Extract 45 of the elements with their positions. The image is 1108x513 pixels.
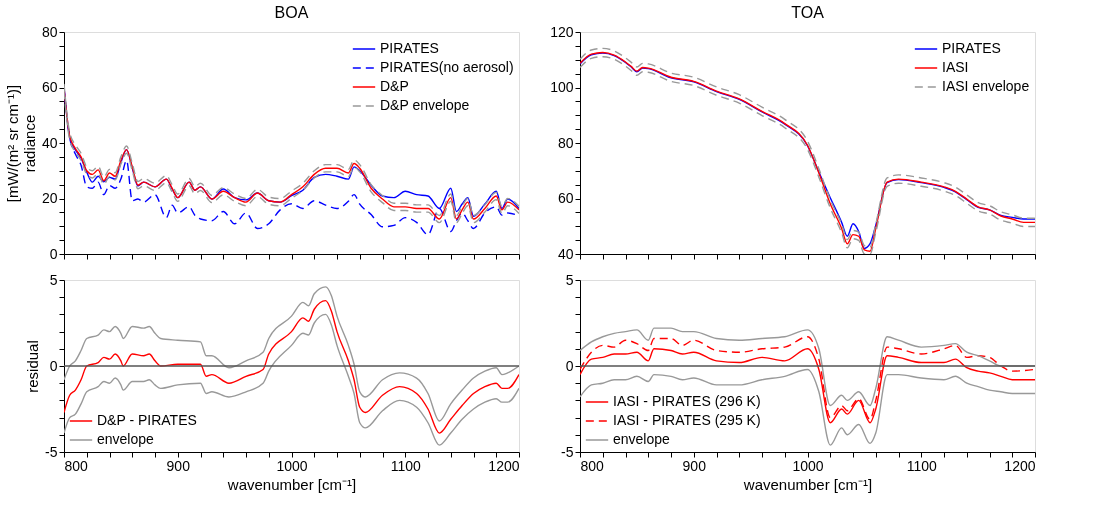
x-axis-title: wavenumber [cm⁻¹] xyxy=(226,475,357,493)
x-tick-label: 900 xyxy=(166,457,191,474)
y-tick-label: 20 xyxy=(41,190,58,206)
legend-label: IASI xyxy=(942,59,969,75)
legend-label: PIRATES xyxy=(380,40,439,56)
legend-label: IASI - PIRATES (295 K) xyxy=(613,412,761,428)
legend-label: IASI - PIRATES (296 K) xyxy=(613,393,761,409)
x-tick-label: 1000 xyxy=(792,457,824,474)
y-axis-title: residual xyxy=(24,340,42,393)
legend-label: D&P envelope xyxy=(380,97,470,113)
y-tick-label: 120 xyxy=(550,23,574,40)
y-tick-label: 40 xyxy=(557,245,574,262)
text: [mW/(m² sr cm⁻¹)] xyxy=(3,84,21,203)
y-tick-label: 60 xyxy=(41,79,58,95)
legend-label: envelope xyxy=(97,431,155,447)
y-tick-label: 0 xyxy=(49,357,58,374)
x-tick-label: 1100 xyxy=(906,457,938,474)
legend-label: PIRATES(no aerosol) xyxy=(380,59,514,75)
y-tick-label: 0 xyxy=(49,245,58,262)
y-tick-label: 5 xyxy=(49,271,58,288)
y-axis-title: radiance xyxy=(20,114,38,173)
legend-label: D&P - PIRATES xyxy=(97,412,197,428)
y-tick-label: 0 xyxy=(565,357,574,374)
chart-title: BOA xyxy=(274,4,309,21)
x-axis-title: wavenumber [cm⁻¹] xyxy=(742,475,873,493)
y-tick-label: -5 xyxy=(561,443,574,460)
y-tick-label: 60 xyxy=(557,190,574,206)
x-tick-label: 800 xyxy=(580,457,605,474)
x-tick-label: 1200 xyxy=(488,457,520,474)
y-tick-label: -5 xyxy=(45,443,58,460)
x-tick-label: 800 xyxy=(64,457,89,474)
legend-label: PIRATES xyxy=(942,40,1001,56)
legend-label: envelope xyxy=(613,431,671,447)
legend-label: D&P xyxy=(380,78,409,94)
x-tick-label: 1100 xyxy=(390,457,422,474)
x-tick-label: 1200 xyxy=(1004,457,1036,474)
y-tick-label: 100 xyxy=(550,79,574,95)
y-tick-label: 5 xyxy=(565,271,574,288)
x-tick-label: 1000 xyxy=(276,457,308,474)
chart-title: TOA xyxy=(791,4,825,21)
legend-label: IASI envelope xyxy=(942,78,1030,94)
y-tick-label: 80 xyxy=(41,23,58,40)
y-tick-label: 40 xyxy=(41,134,58,151)
x-tick-label: 900 xyxy=(682,457,707,474)
y-tick-label: 80 xyxy=(557,134,574,151)
